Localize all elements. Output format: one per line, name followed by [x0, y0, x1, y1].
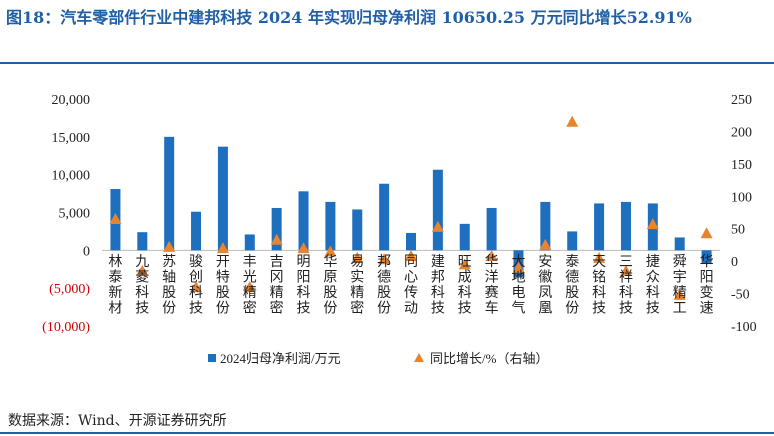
- bar-series: [102, 136, 720, 278]
- growth-marker: [405, 249, 417, 261]
- growth-marker: [297, 242, 310, 254]
- right-tick-label: -50: [731, 288, 750, 303]
- category-label: 开特股份: [216, 255, 230, 317]
- growth-marker: [700, 227, 713, 239]
- category-label: 舜宇精工: [673, 254, 687, 317]
- title-divider: [0, 62, 774, 64]
- bar: [459, 223, 470, 251]
- category-label: 九菱科技: [135, 254, 149, 317]
- category-label: 泰德股份: [565, 254, 579, 317]
- growth-marker: [646, 218, 659, 230]
- bar: [379, 183, 390, 251]
- bar: [298, 191, 309, 251]
- x-axis-labels: 林泰新材九菱科技苏轴股份骏创科技开特股份丰光精密吉冈精密明阳科技华原股份易实精密…: [108, 254, 713, 317]
- bar: [701, 250, 712, 264]
- bar: [217, 146, 228, 251]
- left-tick-label: 5,000: [59, 207, 91, 222]
- growth-marker: [619, 264, 632, 276]
- category-label: 旺成科技: [458, 255, 472, 317]
- growth-marker: [431, 220, 444, 232]
- bar: [486, 207, 497, 251]
- category-label: 大地电气: [511, 254, 525, 317]
- category-label: 华洋赛车: [485, 254, 499, 317]
- bar: [352, 209, 363, 251]
- right-tick-label: -100: [731, 320, 757, 335]
- category-label: 华阳变速: [700, 254, 714, 317]
- source-note: 数据来源：Wind、开源证券研究所: [8, 413, 227, 429]
- bar: [271, 207, 282, 251]
- growth-marker: [109, 212, 122, 224]
- category-label: 吉冈精密: [270, 254, 284, 317]
- growth-marker: [485, 249, 498, 261]
- left-tick-label: (10,000): [42, 320, 90, 335]
- growth-marker: [378, 253, 391, 265]
- right-tick-label: 100: [731, 190, 752, 205]
- category-label: 建邦科技: [431, 254, 445, 317]
- footer-divider: [0, 432, 774, 434]
- growth-marker: [163, 240, 176, 252]
- growth-marker: [216, 242, 229, 254]
- bar: [620, 201, 631, 251]
- right-axis-ticks: 250 200 150 100 50 0 -50 -100: [731, 93, 757, 335]
- bar: [137, 232, 148, 251]
- bar: [191, 211, 202, 251]
- growth-marker: [539, 238, 552, 250]
- growth-marker: [458, 258, 471, 270]
- category-label: 骏创科技: [189, 254, 203, 317]
- category-label: 华原股份: [323, 254, 337, 317]
- legend-marker-swatch: [414, 353, 424, 362]
- left-axis-ticks: 20,000 15,000 10,000 5,000 0 (5,000) (10,000): [42, 93, 90, 335]
- right-tick-label: 250: [731, 93, 752, 108]
- category-label: 邦德股份: [377, 254, 391, 317]
- growth-marker: [324, 245, 337, 257]
- bar: [432, 169, 443, 251]
- category-label: 易实精密: [350, 255, 364, 317]
- right-tick-label: 200: [731, 125, 752, 140]
- category-label: 苏轴股份: [162, 254, 176, 317]
- bar: [674, 237, 685, 251]
- left-tick-label: 10,000: [52, 169, 91, 184]
- left-tick-label: 0: [83, 244, 90, 259]
- growth-marker: [190, 281, 203, 293]
- growth-marker: [593, 251, 606, 263]
- chart-legend: 2024归母净利润/万元 同比增长/%（右轴）: [208, 351, 548, 366]
- marker-series: [109, 115, 713, 300]
- legend-bar-swatch: [208, 354, 216, 362]
- right-tick-label: 50: [731, 223, 745, 238]
- growth-marker: [136, 264, 149, 276]
- growth-marker: [270, 233, 283, 245]
- growth-marker: [673, 288, 686, 300]
- bar: [594, 203, 605, 251]
- category-label: 林泰新材: [108, 254, 122, 317]
- left-tick-label: (5,000): [49, 282, 90, 297]
- category-label: 三祥科技: [619, 255, 633, 317]
- left-tick-label: 20,000: [52, 93, 91, 108]
- growth-marker: [512, 261, 525, 273]
- growth-marker: [566, 115, 579, 127]
- growth-marker: [351, 251, 364, 263]
- legend-bar-label: 2024归母净利润/万元: [220, 351, 341, 366]
- bar: [325, 201, 336, 251]
- category-label: 安徽凤凰: [538, 254, 552, 317]
- right-tick-label: 150: [731, 158, 752, 173]
- bar: [406, 232, 416, 251]
- bar-scatter-chart: 20,00015,00010,0005,0000(5,000)(10,000) …: [42, 93, 757, 366]
- category-label: 天铭科技: [592, 255, 606, 317]
- left-tick-label: 15,000: [52, 131, 91, 146]
- growth-marker: [243, 281, 256, 293]
- category-label: 捷众科技: [646, 254, 660, 317]
- category-label: 同心传动: [404, 255, 418, 317]
- category-label: 明阳科技: [297, 255, 311, 317]
- bar: [567, 231, 578, 251]
- bar: [244, 234, 255, 251]
- figure-title: 图18：汽车零部件行业中建邦科技 2024 年实现归母净利润 10650.25 …: [6, 8, 692, 27]
- bar: [540, 201, 551, 251]
- bar: [164, 136, 175, 251]
- legend-marker-label: 同比增长/%（右轴）: [430, 351, 548, 366]
- category-label: 丰光精密: [243, 254, 257, 317]
- right-tick-label: 0: [731, 255, 738, 270]
